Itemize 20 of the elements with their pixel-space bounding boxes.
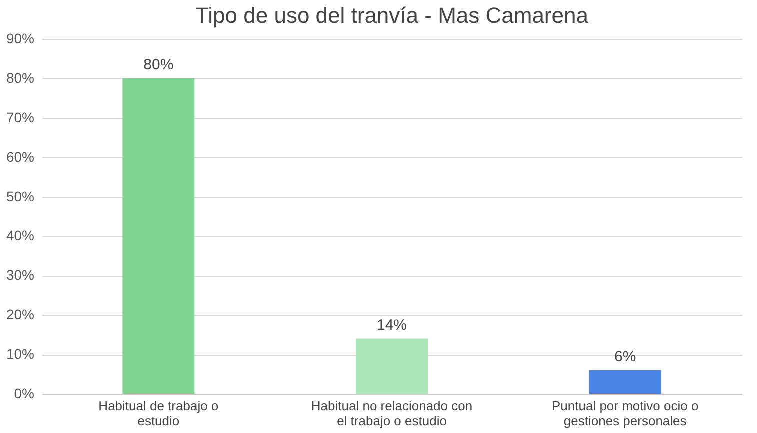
y-tick-label: 40% (6, 228, 34, 244)
y-tick-label: 50% (6, 188, 34, 204)
x-tick-label: Habitual de trabajo o estudio (98, 398, 219, 428)
data-label: 14% (376, 316, 408, 334)
bar (122, 78, 195, 394)
y-tick-label: 20% (6, 306, 34, 323)
data-label: 80% (144, 56, 174, 74)
y-tick-label: 30% (6, 267, 34, 284)
x-tick-label: Habitual no relacionado con el trabajo o estudio (311, 398, 473, 428)
y-tick-label: 90% (6, 30, 34, 46)
bar (356, 338, 428, 394)
chart-title: Tipo de uso del tranvía - Mas Camarena (196, 3, 590, 28)
bar (589, 370, 662, 394)
x-tick-label: Puntual por motivo ocio o gestiones personales (552, 398, 699, 428)
y-tick-label: 70% (6, 109, 34, 126)
y-tick-label: 80% (6, 70, 34, 86)
y-tick-label: 10% (6, 346, 34, 362)
y-tick-label: 0% (14, 386, 34, 402)
y-tick-label: 60% (6, 148, 34, 165)
data-label: 6% (614, 348, 636, 366)
